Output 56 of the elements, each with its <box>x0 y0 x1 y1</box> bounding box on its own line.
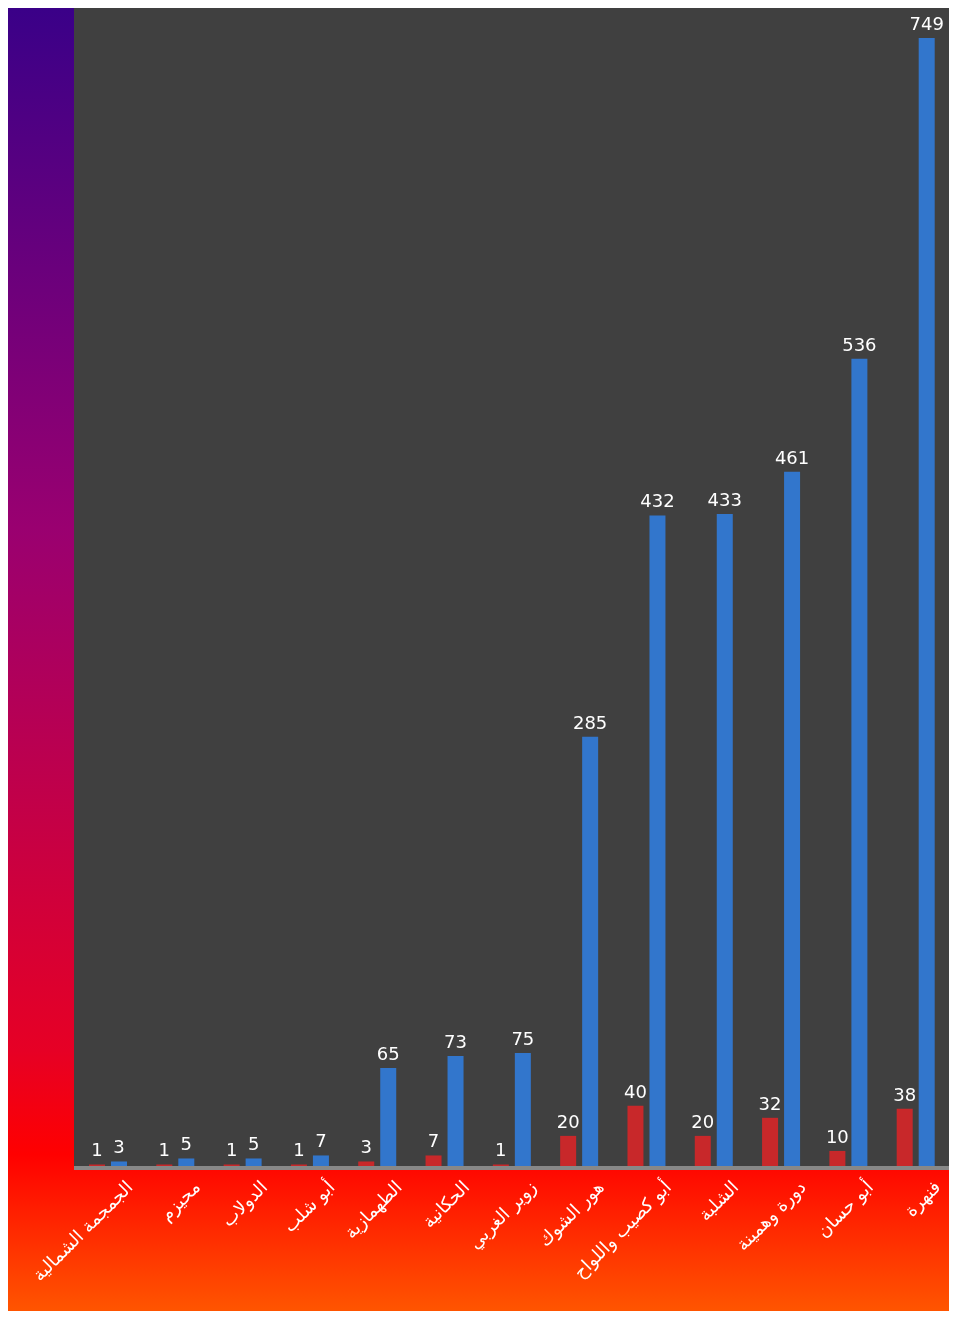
bar <box>918 38 935 1166</box>
bar <box>762 1117 779 1166</box>
data-label: 285 <box>572 711 608 733</box>
x-tick-label: الشلبة <box>693 1176 743 1225</box>
data-label: 32 <box>758 1092 782 1114</box>
x-tick-label: الحكانية <box>417 1176 474 1232</box>
x-tick-label: الدولاب <box>217 1176 273 1232</box>
bar <box>829 1150 846 1166</box>
x-tick-label: فنهرة <box>900 1176 946 1222</box>
bar <box>627 1105 644 1166</box>
data-label: 7 <box>427 1130 440 1152</box>
bar <box>649 515 666 1166</box>
data-label: 1 <box>158 1139 171 1161</box>
data-label: 20 <box>691 1110 715 1132</box>
data-label: 1 <box>293 1139 305 1161</box>
data-label: 432 <box>640 490 675 512</box>
data-label: 433 <box>707 488 742 510</box>
bar <box>178 1158 195 1166</box>
bar <box>111 1161 127 1166</box>
x-tick-label: أبو حسان <box>811 1175 878 1242</box>
bar <box>851 358 868 1166</box>
x-tick-label: الطهمازية <box>339 1176 407 1244</box>
bar <box>716 513 733 1166</box>
bar <box>312 1155 329 1166</box>
bar <box>380 1068 397 1166</box>
bar <box>582 736 599 1166</box>
data-label: 1 <box>91 1139 103 1161</box>
data-label: 20 <box>556 1110 580 1132</box>
data-label: 7 <box>315 1130 327 1152</box>
data-label: 5 <box>247 1133 260 1155</box>
bar <box>896 1108 913 1166</box>
bar <box>514 1053 531 1166</box>
x-tick-label: الجمجمة الشمالية <box>27 1176 137 1286</box>
data-label: 38 <box>893 1083 917 1105</box>
bar <box>447 1056 464 1166</box>
bar <box>358 1161 375 1166</box>
x-tick-label: محيزم <box>155 1176 205 1226</box>
data-label: 65 <box>376 1043 400 1065</box>
data-label: 536 <box>842 333 877 355</box>
data-label: 75 <box>511 1028 535 1050</box>
data-label: 1 <box>225 1139 238 1161</box>
data-label: 3 <box>113 1136 125 1158</box>
data-label: 40 <box>624 1080 647 1102</box>
bar <box>245 1158 262 1166</box>
bar <box>560 1135 577 1166</box>
data-label: 73 <box>444 1031 467 1053</box>
x-tick-label: أبو شلب <box>278 1175 340 1237</box>
bar <box>784 471 801 1166</box>
data-label: 461 <box>774 446 810 468</box>
data-label: 10 <box>825 1125 849 1147</box>
data-label: 5 <box>180 1133 193 1155</box>
bar <box>694 1135 711 1166</box>
data-label: 1 <box>495 1139 507 1161</box>
data-label: 749 <box>909 13 944 34</box>
data-label: 3 <box>360 1136 372 1158</box>
bar <box>425 1155 442 1166</box>
